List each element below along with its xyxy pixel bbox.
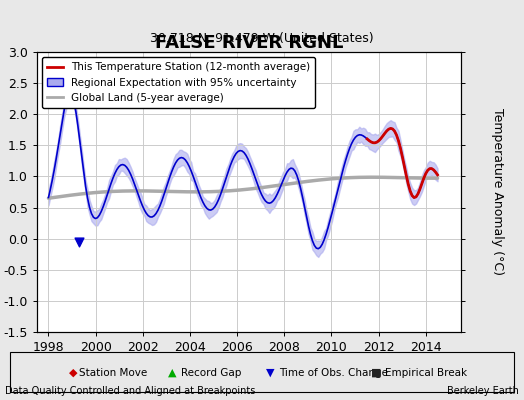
Text: Station Move: Station Move — [79, 368, 147, 378]
Text: ▼: ▼ — [266, 368, 275, 378]
Text: ▲: ▲ — [168, 368, 177, 378]
Text: 30.718 N, 91.479 W (United States): 30.718 N, 91.479 W (United States) — [150, 32, 374, 45]
Text: Empirical Break: Empirical Break — [385, 368, 467, 378]
Text: Time of Obs. Change: Time of Obs. Change — [279, 368, 388, 378]
Title: FALSE RIVER RGNL: FALSE RIVER RGNL — [155, 34, 343, 52]
Text: ◆: ◆ — [69, 368, 77, 378]
Text: ■: ■ — [371, 368, 381, 378]
Text: Berkeley Earth: Berkeley Earth — [447, 386, 519, 396]
Text: Data Quality Controlled and Aligned at Breakpoints: Data Quality Controlled and Aligned at B… — [5, 386, 256, 396]
Text: Record Gap: Record Gap — [181, 368, 242, 378]
Point — [75, 238, 83, 245]
Y-axis label: Temperature Anomaly (°C): Temperature Anomaly (°C) — [491, 108, 504, 276]
Legend: This Temperature Station (12-month average), Regional Expectation with 95% uncer: This Temperature Station (12-month avera… — [42, 57, 315, 108]
